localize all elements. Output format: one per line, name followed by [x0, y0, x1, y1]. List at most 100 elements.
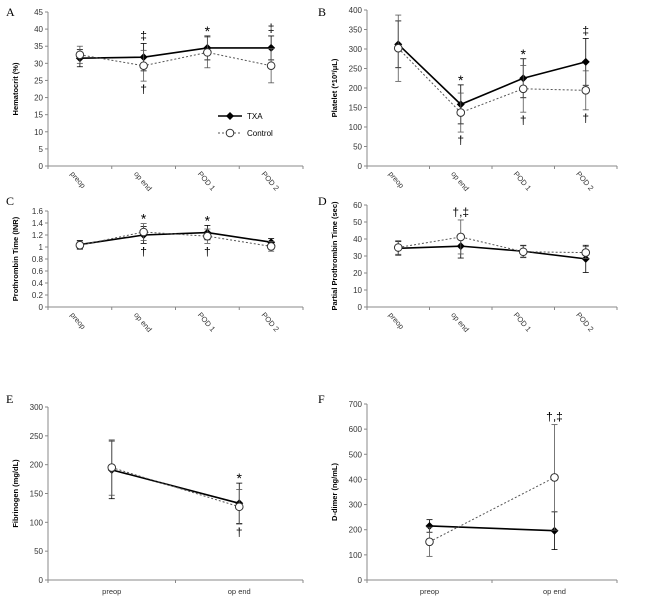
category-label: preop: [387, 311, 406, 331]
data-point-control: [266, 61, 276, 71]
data-point-control: [75, 50, 85, 60]
significance-marker-below: †: [520, 113, 527, 127]
y-tick-label: 0: [39, 576, 44, 585]
legend-label-control: Control: [247, 129, 273, 138]
category-label: POD 2: [574, 311, 595, 334]
legend-marker-control: [225, 128, 235, 138]
y-tick-label: 60: [353, 201, 362, 210]
data-point-control: [581, 86, 591, 95]
category-label: op end: [543, 587, 566, 596]
data-point-control: [203, 231, 212, 241]
significance-marker-above: *: [237, 470, 243, 486]
y-tick-label: 1.6: [32, 207, 44, 216]
category-label: op end: [132, 170, 154, 193]
panel-label: A: [6, 5, 15, 19]
y-tick-label: 40: [353, 235, 362, 244]
y-tick-label: 100: [30, 518, 44, 527]
significance-marker-above: ‡: [140, 28, 147, 42]
y-tick-label: 200: [30, 461, 44, 470]
y-tick-label: 20: [353, 269, 362, 278]
y-tick-label: 0.8: [32, 255, 44, 264]
data-point-control: [393, 243, 403, 252]
data-point-control: [139, 61, 148, 71]
y-tick-label: 45: [34, 8, 43, 17]
y-tick-label: 10: [353, 286, 362, 295]
y-tick-label: 200: [349, 84, 363, 93]
y-tick-label: 10: [34, 128, 43, 137]
legend: TXA Control: [218, 112, 273, 138]
panel-label: B: [318, 5, 326, 19]
significance-marker-above: *: [141, 211, 147, 227]
significance-marker-above: *: [521, 46, 527, 62]
series-line-txa: [111, 469, 240, 505]
y-tick-label: 15: [34, 111, 43, 120]
y-tick-label: 300: [30, 403, 44, 412]
data-point-txa: [267, 43, 276, 52]
y-tick-label: 0.4: [32, 279, 44, 288]
legend-marker-txa: [226, 112, 234, 120]
y-tick-label: 0: [39, 162, 44, 171]
y-tick-label: 0: [358, 162, 363, 171]
category-label: POD 2: [260, 311, 281, 334]
y-axis-label: Fibrinogen (mg/dL): [11, 459, 20, 528]
data-point-control: [550, 473, 559, 482]
panel-b: B 0 50 100 150 200 250 300 350 400 Platelet (*10³/…: [318, 5, 618, 193]
y-tick-label: 300: [349, 45, 363, 54]
series-line-control: [397, 47, 586, 114]
data-point-control: [518, 247, 528, 257]
category-label: preop: [68, 170, 87, 190]
panel-c: C 0 0.2 0.4 0.6 0.8 1 1.2 1.4 1.6 Prothrombin Time…: [6, 194, 304, 334]
y-tick-label: 0: [358, 576, 363, 585]
category-label: op end: [228, 587, 251, 596]
category-label: POD 2: [260, 170, 281, 193]
panel-d: D 0 10 20 30 40 50 60 Partial Prothrombin Time (…: [318, 194, 618, 334]
data-point-control: [75, 240, 85, 250]
category-label: preop: [420, 587, 439, 596]
significance-marker-below: †: [457, 133, 464, 147]
y-axis-label: Hematocrit (%): [11, 62, 20, 115]
y-tick-label: 400: [349, 6, 363, 15]
y-axis-label: Platelet (*10³/μL): [330, 58, 339, 117]
category-label: op end: [449, 311, 471, 334]
y-tick-label: 350: [349, 26, 363, 35]
data-point-control: [107, 463, 117, 472]
data-point-control: [393, 43, 403, 53]
significance-marker-above: *: [458, 72, 464, 88]
y-tick-label: 50: [353, 218, 362, 227]
data-point-control: [234, 502, 244, 512]
y-tick-label: 1.4: [32, 219, 44, 228]
category-label: op end: [132, 311, 154, 334]
y-tick-label: 50: [34, 547, 43, 556]
y-tick-label: 0.2: [32, 291, 44, 300]
panel-label: E: [6, 392, 13, 406]
category-label: preop: [102, 587, 121, 596]
panel-f: F 0 100 200 300 400 500 600 700 D-dimer (ng/mL) pr…: [318, 392, 618, 596]
panel-a: A 0 5 10 15 20 25 30 35 40 45 Hematocrit (%) preop op…: [6, 5, 304, 193]
y-tick-label: 100: [349, 123, 363, 132]
y-tick-label: 700: [349, 400, 363, 409]
y-tick-label: 300: [349, 501, 363, 510]
significance-marker-above: †,‡: [452, 205, 469, 219]
panel-label: C: [6, 194, 14, 208]
significance-marker-above: †,‡: [546, 410, 563, 424]
category-label: POD 1: [512, 311, 533, 334]
y-tick-label: 150: [30, 490, 44, 499]
series-line-txa: [429, 525, 555, 532]
y-tick-label: 0: [39, 303, 44, 312]
significance-marker-above: *: [205, 212, 211, 228]
y-axis-label: Prothrombin Time (INR): [11, 216, 20, 301]
y-tick-label: 400: [349, 475, 363, 484]
data-point-control: [456, 108, 466, 117]
legend-label-txa: TXA: [247, 112, 263, 121]
y-tick-label: 0.6: [32, 267, 44, 276]
category-label: preop: [387, 170, 406, 190]
series-line-control: [398, 236, 586, 254]
significance-marker-below: †: [582, 111, 589, 125]
y-tick-label: 0: [358, 303, 363, 312]
category-label: preop: [68, 311, 87, 331]
y-tick-label: 5: [39, 145, 44, 154]
significance-marker-above: ‡: [582, 23, 589, 37]
y-tick-label: 20: [34, 94, 43, 103]
data-point-control: [456, 232, 466, 242]
